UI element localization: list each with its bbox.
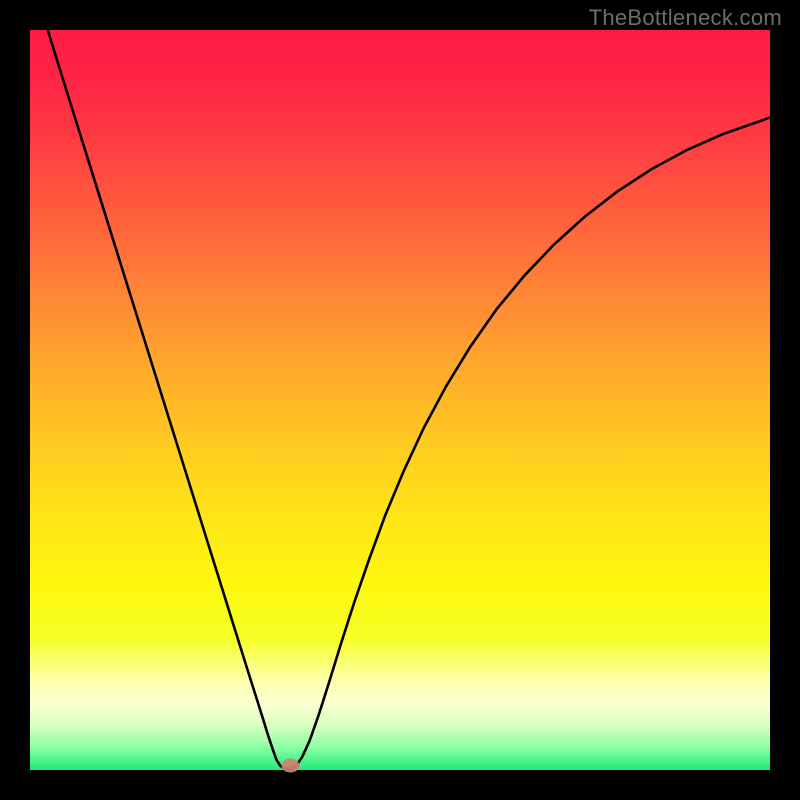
- plot-background: [30, 30, 770, 770]
- optimal-point-marker: [281, 759, 299, 773]
- watermark-text: TheBottleneck.com: [589, 5, 782, 31]
- chart-frame: { "watermark": "TheBottleneck.com", "cha…: [0, 0, 800, 800]
- bottleneck-chart: [0, 0, 800, 800]
